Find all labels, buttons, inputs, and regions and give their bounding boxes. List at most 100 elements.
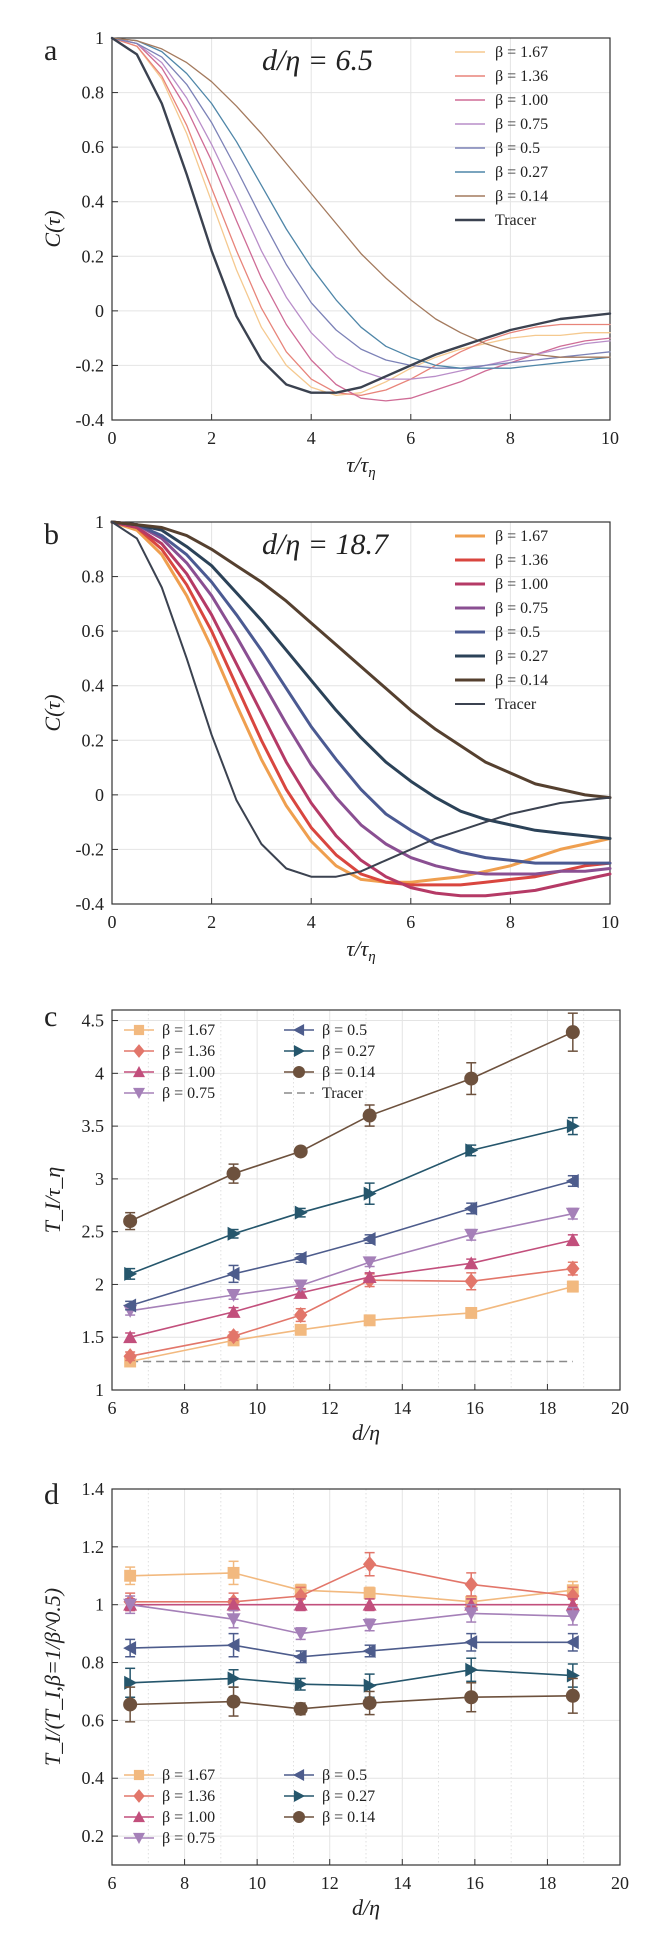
data-point	[294, 1587, 308, 1605]
y-tick-label: 0.6	[82, 137, 105, 157]
legend-label-0: β = 1.67	[495, 44, 548, 61]
x-axis-label-subscript: η	[368, 949, 375, 965]
x-tick-label: 2	[207, 912, 216, 932]
data-point	[226, 1638, 240, 1653]
y-tick-label: 0.2	[82, 246, 105, 266]
data-point	[294, 1323, 307, 1336]
legend-label-4: β = 0.5	[495, 140, 540, 157]
data-point	[565, 1174, 579, 1188]
data-point	[226, 1166, 241, 1181]
series-line-2	[110, 520, 612, 898]
x-tick-label: 4	[307, 912, 316, 932]
x-tick-label: 8	[180, 1398, 189, 1418]
data-point	[226, 1613, 241, 1627]
data-point	[226, 1304, 241, 1318]
data-point	[293, 1627, 308, 1641]
x-tick-label: 14	[393, 1873, 411, 1893]
data-point	[227, 1226, 241, 1241]
x-tick-label: 18	[538, 1873, 556, 1893]
data-point	[464, 1607, 479, 1621]
y-tick-label: 4	[95, 1063, 104, 1083]
axes-box	[111, 1009, 621, 1391]
data-point	[226, 1694, 241, 1709]
x-axis-label: τ/τη	[346, 452, 375, 481]
legend-label-7: Tracer	[495, 696, 537, 713]
data-point	[124, 1675, 138, 1690]
data-point	[123, 1697, 138, 1712]
data-point	[465, 1306, 478, 1319]
legend-label-7: Tracer	[322, 1085, 364, 1102]
legend-marker-5	[293, 1790, 305, 1802]
data-point	[363, 1314, 376, 1327]
axes-box	[111, 1488, 621, 1866]
legend-label-0: β = 1.67	[495, 528, 548, 545]
data-point	[362, 1270, 377, 1284]
x-tick-label: 8	[506, 912, 515, 932]
x-tick-label: 8	[506, 428, 515, 448]
x-tick-label: 10	[601, 428, 619, 448]
y-axis-label: T_I/(T_I,β=1/β^0.5)	[40, 1588, 65, 1766]
series-line-1	[129, 1267, 573, 1357]
series-line-6	[129, 1031, 574, 1222]
x-tick-label: 10	[248, 1398, 266, 1418]
series-line-2	[129, 1239, 573, 1338]
legend-label-2: β = 1.00	[495, 92, 548, 109]
series-line-1	[111, 37, 611, 397]
series-line-5	[110, 520, 612, 840]
data-point	[362, 1108, 377, 1123]
legend-label-3: β = 0.75	[495, 116, 548, 133]
data-point	[123, 1214, 138, 1229]
panel-letter: b	[44, 518, 59, 551]
data-point	[227, 1566, 240, 1579]
x-tick-label: 20	[611, 1873, 629, 1893]
y-tick-label: 0.2	[82, 730, 105, 750]
x-tick-label: 4	[307, 428, 316, 448]
data-point	[293, 1649, 307, 1664]
x-tick-label: 6	[406, 912, 415, 932]
data-point	[124, 1266, 138, 1281]
data-point	[565, 1025, 580, 1040]
data-point	[123, 1598, 138, 1612]
axes-box	[111, 37, 611, 421]
legend-marker-0	[133, 1769, 145, 1781]
series-line-6	[111, 37, 611, 358]
legend-label-0: β = 1.67	[162, 1767, 215, 1784]
legend-marker-3	[133, 1832, 145, 1844]
legend-marker-1	[133, 1044, 145, 1058]
panel-d: 6 8 10 12 14 16 18 20 0.2 0.4 0.6 0.8 1 1.2 1.4 d d/η T_I…	[40, 1478, 629, 1920]
data-point	[362, 1696, 377, 1711]
x-tick-label: 6	[108, 1398, 117, 1418]
series-line-4	[129, 1180, 574, 1307]
data-point	[465, 1662, 479, 1677]
panel-c: 6 8 10 12 14 16 18 20 1 1.5 2 2.5 3 3.5 4 4.5 c d/η T_I/τ_…	[40, 1000, 629, 1445]
x-tick-label: 2	[207, 428, 216, 448]
data-point	[362, 1597, 377, 1611]
x-axis-label-subscript: η	[368, 465, 375, 481]
data-point	[294, 1307, 308, 1324]
legend-label-7: Tracer	[495, 212, 537, 229]
legend-marker-5	[293, 1045, 305, 1057]
data-point	[293, 1701, 308, 1716]
panel-b: 0 2 4 6 8 10 -0.4 -0.2 0 0.2 0.4 0.6 0.8 1 b τ/τη C(τ) d/…	[40, 512, 619, 965]
y-axis-label: T_I/τ_η	[40, 1167, 65, 1233]
axes-box	[111, 521, 611, 905]
data-point	[294, 1677, 308, 1692]
x-tick-label: 16	[466, 1398, 484, 1418]
data-point	[293, 1251, 307, 1266]
y-axis-label: C(τ)	[40, 210, 65, 247]
data-point	[565, 1688, 580, 1703]
data-point	[123, 1641, 137, 1656]
legend-marker-2	[133, 1811, 145, 1823]
legend-label-4: β = 0.5	[495, 624, 540, 641]
y-tick-label: 0	[95, 785, 104, 805]
legend-label-2: β = 1.00	[162, 1809, 215, 1826]
y-tick-label: 1	[95, 512, 104, 532]
legend-marker-0	[133, 1024, 145, 1036]
data-point	[362, 1618, 377, 1632]
data-point	[566, 1280, 579, 1293]
x-tick-label: 0	[108, 428, 117, 448]
y-tick-label: -0.4	[76, 410, 105, 430]
data-point	[464, 1690, 479, 1705]
x-tick-label: 14	[393, 1398, 411, 1418]
